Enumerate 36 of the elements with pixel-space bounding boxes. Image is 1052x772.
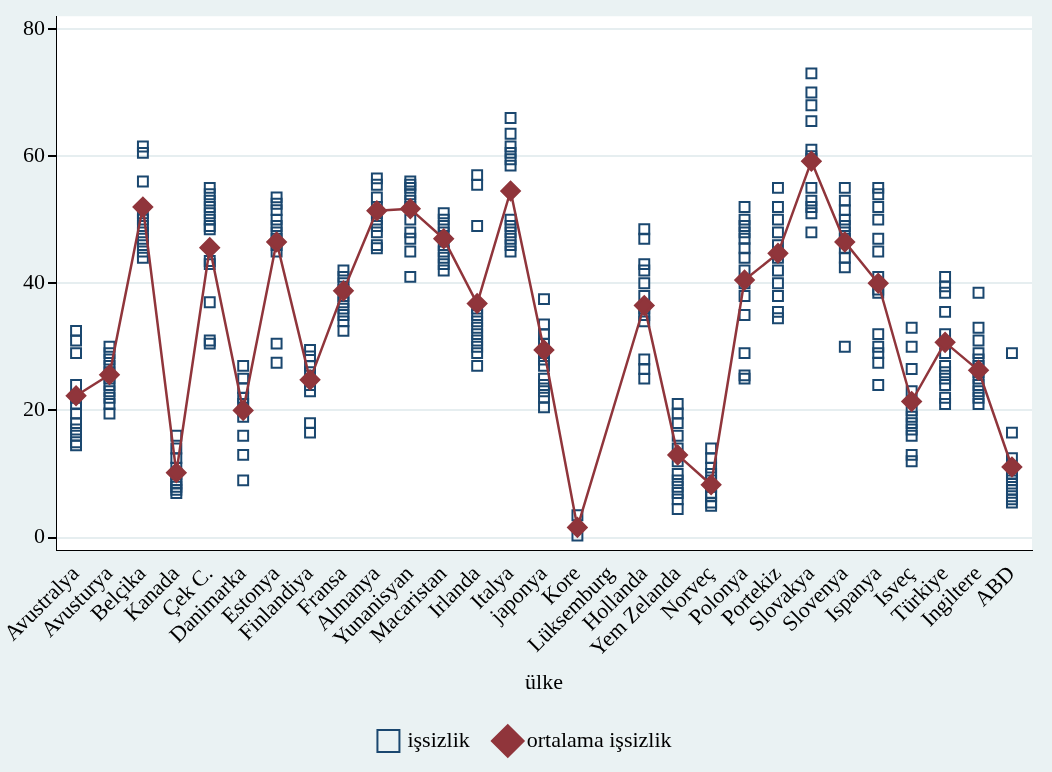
point [266,231,287,253]
point [934,332,956,353]
legend-label: ortalama işsizlik [526,726,672,752]
point [634,295,655,316]
y-tick-label: 0 [34,523,45,549]
point [166,462,187,483]
point [734,269,755,291]
point [366,200,388,221]
y-tick-label: 20 [23,396,45,422]
point [567,517,588,538]
point [968,360,989,381]
point [333,280,354,302]
point [466,293,488,314]
point [199,237,220,258]
point [99,364,120,386]
x-axis-title: ülke [525,668,563,694]
point [767,243,789,264]
point [834,231,856,253]
point [1001,456,1023,478]
point [232,400,254,421]
point [901,391,922,412]
point [801,150,822,172]
legend-label: işsizlik [407,726,470,752]
point [299,369,321,391]
point [65,385,87,407]
point [400,198,421,220]
point [868,272,889,294]
point [500,180,521,202]
point [533,339,555,361]
y-tick-label: 40 [23,269,45,295]
point [433,228,454,249]
point [667,444,688,466]
y-tick-label: 60 [23,141,45,167]
point [700,474,722,496]
point [132,196,154,218]
y-tick-label: 80 [23,14,45,40]
